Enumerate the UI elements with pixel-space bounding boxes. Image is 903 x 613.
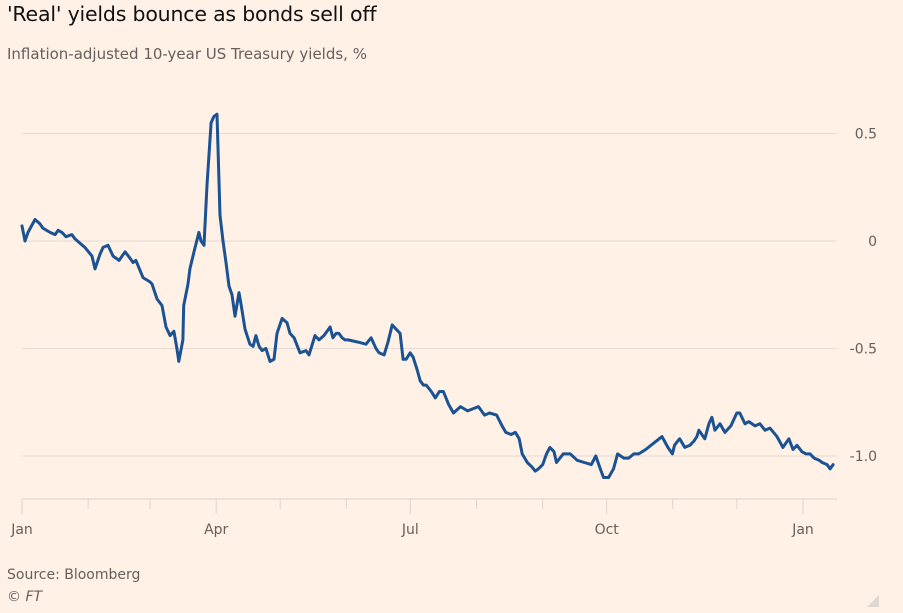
chart-title: 'Real' yields bounce as bonds sell off	[7, 2, 377, 26]
series-line-real-yield	[20, 112, 835, 479]
y-tick-label: 0	[868, 234, 877, 250]
copyright-note: © FT	[7, 589, 43, 605]
gridlines	[22, 133, 837, 457]
x-tick-label: Oct	[595, 522, 620, 538]
x-tick-label: Jul	[401, 522, 419, 538]
series-layer	[20, 112, 835, 479]
chart-subtitle: Inflation-adjusted 10-year US Treasury y…	[7, 45, 367, 63]
y-tick-label: 0.5	[855, 127, 877, 143]
x-tick-label: Jan	[10, 522, 33, 538]
resize-handle[interactable]	[867, 595, 879, 607]
y-axis: 0.5 0 -0.5 -1.0	[850, 127, 877, 466]
y-tick-label: -0.5	[850, 342, 877, 358]
y-tick-label: -1.0	[850, 449, 877, 465]
x-axis: Jan Apr Jul Oct Jan	[10, 498, 837, 538]
x-tick-label: Jan	[791, 522, 814, 538]
source-note: Source: Bloomberg	[7, 567, 141, 583]
x-tick-label: Apr	[204, 522, 228, 538]
